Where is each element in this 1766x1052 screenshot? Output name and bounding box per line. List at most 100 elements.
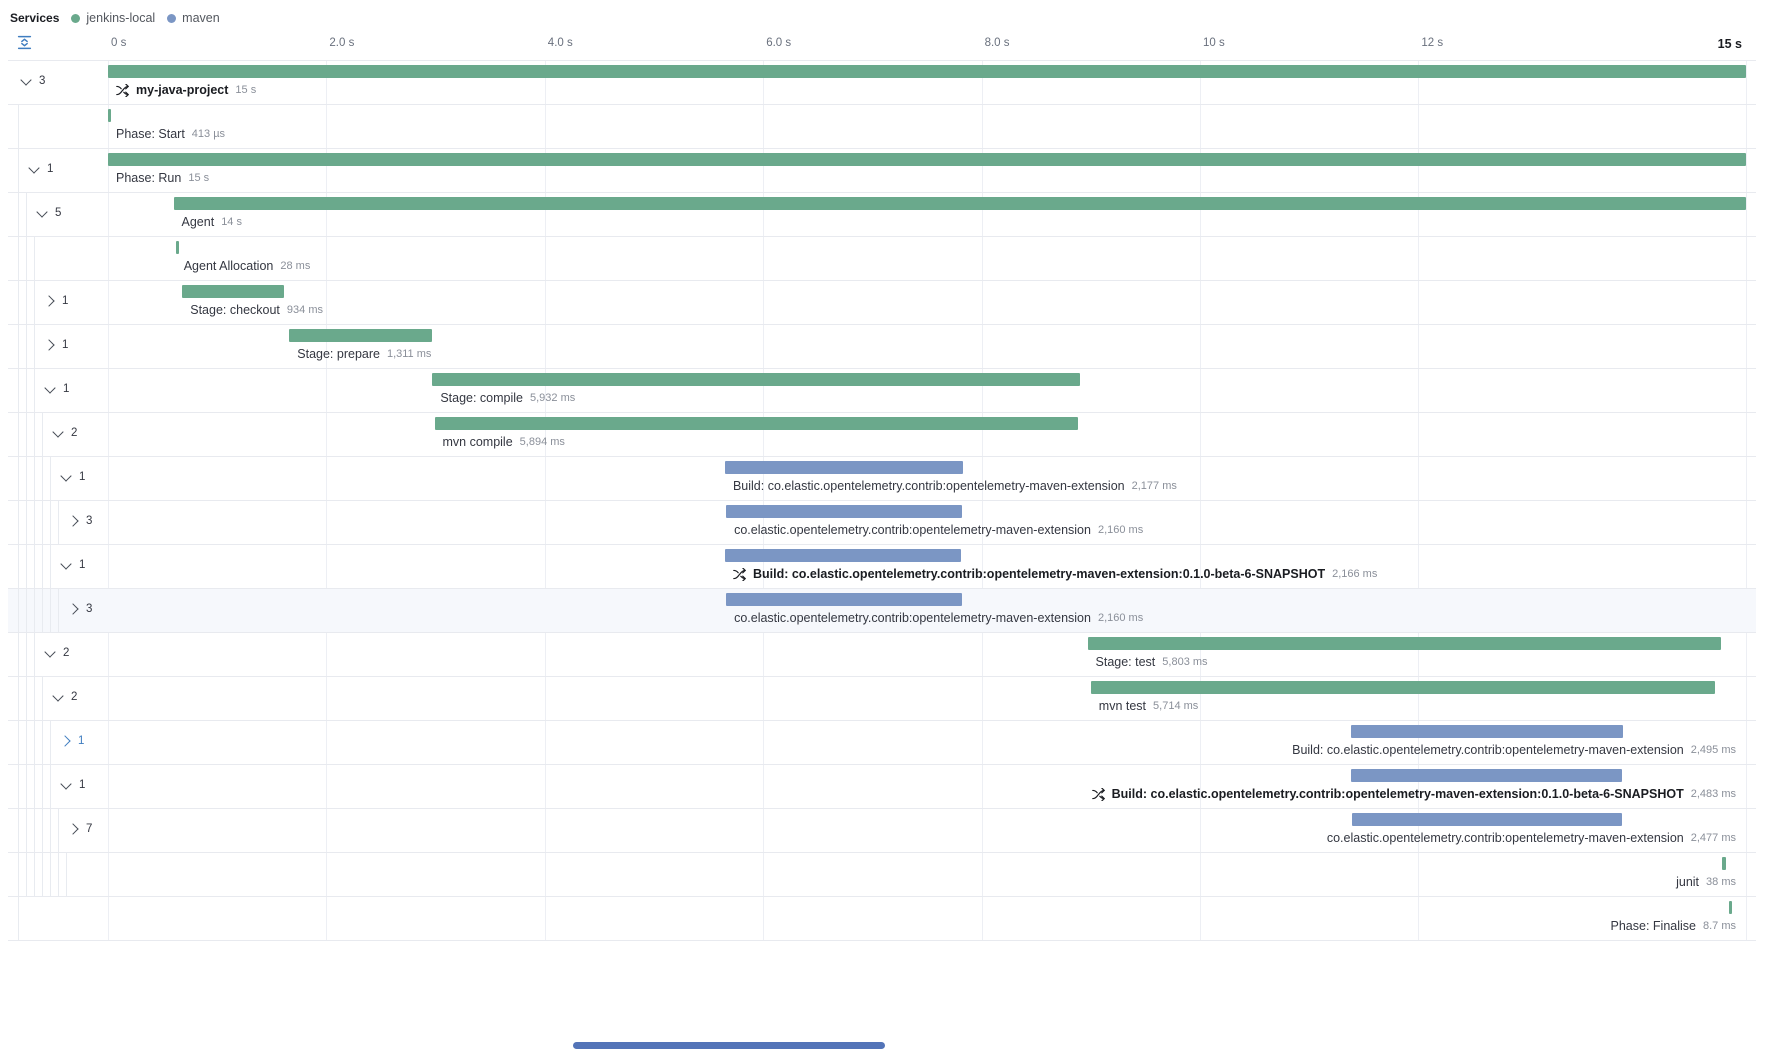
axis-tick-label: 10 s <box>1203 37 1225 49</box>
span-name: Phase: Start <box>116 127 185 141</box>
span-bar[interactable] <box>173 197 1746 210</box>
tree-guide <box>42 721 43 764</box>
trace-row: Phase: Start 413 µs <box>8 105 1756 149</box>
timeline-plot: Stage: compile 5,932 ms <box>108 369 1746 412</box>
trace-row: Agent Allocation 28 ms <box>8 237 1756 281</box>
trace-row: 2 Stage: test 5,803 ms <box>8 633 1756 677</box>
span-bar[interactable] <box>1087 637 1722 650</box>
span-duration: 5,894 ms <box>519 436 565 448</box>
collapse-children-toggle[interactable]: 2 <box>52 425 77 439</box>
legend-dot <box>167 13 177 23</box>
tree-guide <box>42 677 43 720</box>
legend-item-jenkins-local: jenkins-local <box>71 11 155 25</box>
collapse-children-toggle[interactable]: 1 <box>60 777 85 791</box>
expand-children-toggle[interactable]: 1 <box>43 339 69 351</box>
tree-guide <box>18 457 19 500</box>
span-bar[interactable] <box>1728 901 1732 914</box>
tree-guide <box>26 457 27 500</box>
tree-guide <box>58 501 59 544</box>
collapse-children-toggle[interactable]: 1 <box>60 557 85 571</box>
span-bar[interactable] <box>1350 725 1624 738</box>
span-name: Build: co.elastic.opentelemetry.contrib:… <box>752 567 1326 581</box>
horizontal-scrollbar[interactable] <box>0 1040 1766 1052</box>
span-duration: 14 s <box>221 216 242 228</box>
legend-item-label: jenkins-local <box>86 11 156 25</box>
span-label: Agent 14 s <box>182 215 242 229</box>
timeline-plot: mvn test 5,714 ms <box>108 677 1746 720</box>
tree-guide <box>26 721 27 764</box>
transaction-icon <box>733 567 746 581</box>
span-bar[interactable] <box>1350 769 1622 782</box>
collapse-rows-icon <box>15 35 34 54</box>
tree-guide <box>42 589 43 632</box>
span-bar[interactable] <box>432 373 1081 386</box>
services-legend: Services jenkins-local maven <box>10 8 220 28</box>
span-bar[interactable] <box>175 241 179 254</box>
tree-guide <box>26 237 27 280</box>
tree-guide <box>66 853 67 896</box>
child-count: 1 <box>62 339 69 351</box>
trace-row: 1 Stage: prepare 1,311 ms <box>8 325 1756 369</box>
gridline <box>1746 61 1747 941</box>
collapse-children-toggle[interactable]: 2 <box>52 689 77 703</box>
collapse-children-toggle[interactable]: 5 <box>36 205 61 219</box>
collapse-children-toggle[interactable]: 1 <box>28 161 54 175</box>
waterfall: 3 my-java-project 15 s Phase: Start 413 µs 1 P… <box>8 60 1756 941</box>
span-bar[interactable] <box>724 461 963 474</box>
timeline-plot: Build: co.elastic.opentelemetry.contrib:… <box>108 721 1746 764</box>
span-bar[interactable] <box>1721 857 1727 870</box>
collapse-children-toggle[interactable]: 1 <box>60 469 86 483</box>
span-label: my-java-project 15 s <box>116 83 256 97</box>
span-duration: 2,477 ms <box>1690 832 1736 844</box>
span-bar[interactable] <box>108 153 1746 166</box>
span-bar[interactable] <box>1090 681 1715 694</box>
span-label: junit 38 ms <box>1676 875 1736 889</box>
span-label: Build: co.elastic.opentelemetry.contrib:… <box>733 567 1377 581</box>
collapse-children-toggle[interactable]: 1 <box>44 381 70 395</box>
timeline-plot: co.elastic.opentelemetry.contrib:opentel… <box>108 589 1746 632</box>
tree-guide <box>50 853 51 896</box>
child-count: 2 <box>63 647 70 659</box>
span-bar[interactable] <box>726 505 962 518</box>
span-bar[interactable] <box>108 109 111 122</box>
expand-children-toggle[interactable]: 1 <box>43 295 68 307</box>
span-bar[interactable] <box>726 593 962 606</box>
tree-guide <box>34 765 35 808</box>
span-label: Build: co.elastic.opentelemetry.contrib:… <box>1292 743 1736 757</box>
horizontal-scrollbar-thumb[interactable] <box>573 1042 885 1049</box>
span-duration: 2,177 ms <box>1131 480 1177 492</box>
axis-tick-label: 6.0 s <box>766 37 792 49</box>
child-count: 1 <box>79 471 86 483</box>
span-label: Phase: Finalise 8.7 ms <box>1611 919 1736 933</box>
span-name: Build: co.elastic.opentelemetry.contrib:… <box>1111 787 1684 801</box>
collapse-children-toggle[interactable]: 3 <box>20 73 45 87</box>
child-count: 1 <box>63 383 70 395</box>
tree-guide <box>34 853 35 896</box>
span-bar[interactable] <box>289 329 433 342</box>
tree-guide <box>18 325 19 368</box>
span-bar[interactable] <box>1351 813 1623 826</box>
chevron-down-icon <box>28 161 40 174</box>
span-duration: 2,160 ms <box>1097 612 1144 624</box>
expand-children-toggle[interactable]: 3 <box>67 515 92 527</box>
collapse-children-toggle[interactable]: 2 <box>44 645 70 659</box>
expand-children-toggle[interactable]: 1 <box>59 735 84 747</box>
timeline-plot: mvn compile 5,894 ms <box>108 413 1746 456</box>
span-label: Phase: Start 413 µs <box>116 127 225 141</box>
expand-children-toggle[interactable]: 7 <box>67 823 92 835</box>
span-bar[interactable] <box>724 549 962 562</box>
chevron-down-icon <box>44 381 56 394</box>
trace-row: 3 co.elastic.opentelemetry.contrib:opente… <box>8 589 1756 633</box>
span-duration: 2,160 ms <box>1097 524 1144 536</box>
tree-guide <box>34 809 35 852</box>
tree-guide <box>34 677 35 720</box>
span-bar[interactable] <box>182 285 285 298</box>
tree-guide <box>58 589 59 632</box>
span-label: Build: co.elastic.opentelemetry.contrib:… <box>1091 787 1736 801</box>
span-bar[interactable] <box>434 417 1079 430</box>
chevron-down-icon <box>60 777 72 790</box>
expand-children-toggle[interactable]: 3 <box>67 603 92 615</box>
span-bar[interactable] <box>108 65 1746 78</box>
collapse-timeline-button[interactable] <box>13 34 35 54</box>
child-count: 1 <box>47 163 54 175</box>
